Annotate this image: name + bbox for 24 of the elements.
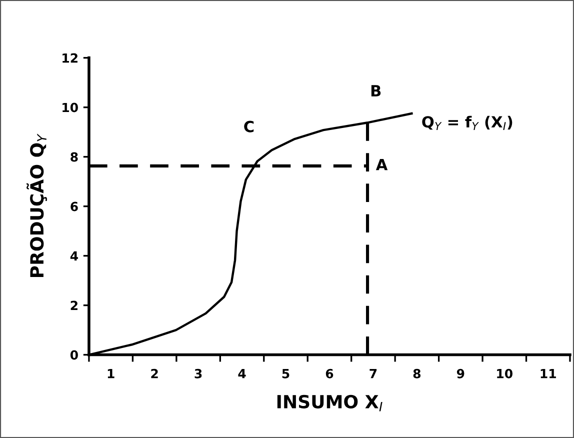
x-tick-label: 6 — [326, 368, 334, 378]
x-axis-title: INSUMO X$_{I}$ — [277, 394, 382, 412]
x-tick-label: 1 — [108, 369, 114, 378]
x-tick-label: 8 — [413, 368, 421, 378]
y-tick-label: 12 — [62, 53, 78, 63]
y-tick-label: 2 — [70, 300, 78, 310]
annotation: A — [376, 159, 388, 170]
annotation: B — [371, 85, 381, 96]
y-tick-label: 8 — [70, 152, 78, 162]
y-tick-label: 10 — [62, 102, 78, 112]
x-tick-label: 11 — [540, 369, 556, 378]
x-tick-label: 10 — [497, 368, 512, 378]
x-tick-label: 5 — [282, 369, 290, 378]
x-tick-label: 7 — [370, 369, 377, 378]
annotation: Q$_{Y}$ = f$_{Y}$ (X$_{I}$) — [422, 116, 512, 130]
y-tick-label: 6 — [70, 202, 78, 212]
x-tick-label: 3 — [194, 368, 202, 378]
annotation: C — [244, 120, 254, 132]
y-axis-title: PRODUÇÃO Q$_{Y}$ — [26, 134, 47, 278]
x-tick-label: 9 — [456, 368, 464, 378]
y-tick-label: 4 — [70, 251, 78, 261]
x-tick-label: 2 — [151, 368, 158, 378]
x-tick-label: 4 — [238, 369, 246, 378]
y-tick-label: 0 — [70, 350, 78, 360]
